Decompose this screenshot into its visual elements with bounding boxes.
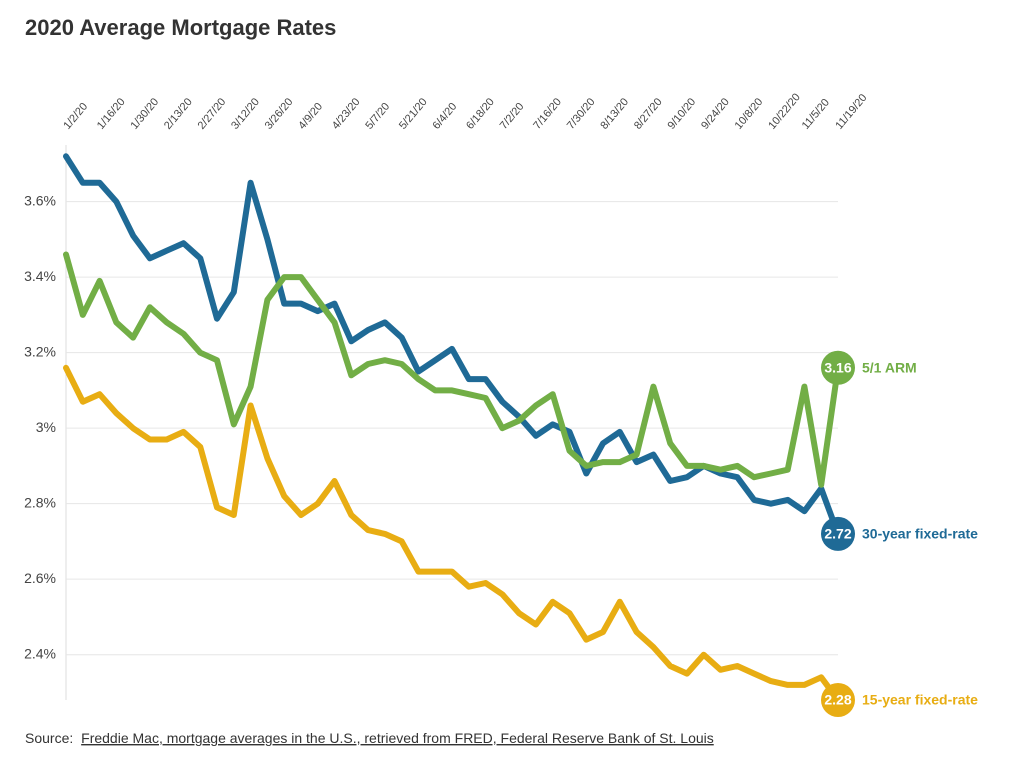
x-tick-label: 7/2/20 xyxy=(498,101,527,132)
end-value-label: 2.72 xyxy=(824,526,851,542)
series-line xyxy=(63,153,841,537)
x-tick-label: 6/18/20 xyxy=(464,96,497,132)
x-tick-label: 3/12/20 xyxy=(229,96,262,132)
x-tick-label: 9/10/20 xyxy=(666,96,699,132)
source-link[interactable]: Freddie Mac, mortgage averages in the U.… xyxy=(81,730,714,746)
end-marker xyxy=(821,350,855,385)
source: Source: Freddie Mac, mortgage averages i… xyxy=(25,730,714,746)
x-tick-label: 4/9/20 xyxy=(296,101,325,132)
x-tick-label: 8/13/20 xyxy=(598,96,631,132)
x-tick-label: 1/30/20 xyxy=(128,96,161,132)
x-tick-label: 6/4/20 xyxy=(431,101,460,132)
x-tick-label: 5/7/20 xyxy=(363,101,392,132)
x-tick-label: 2/13/20 xyxy=(162,96,195,132)
chart-title: 2020 Average Mortgage Rates xyxy=(25,15,336,40)
end-marker xyxy=(821,516,855,551)
x-tick-label: 11/19/20 xyxy=(833,92,869,132)
y-tick-label: 3.6% xyxy=(24,192,56,208)
x-tick-label: 7/30/20 xyxy=(565,96,598,132)
x-tick-label: 2/27/20 xyxy=(196,96,229,132)
end-value-label: 2.28 xyxy=(824,692,851,708)
series-label: 15-year fixed-rate xyxy=(862,692,978,708)
x-tick-label: 11/5/20 xyxy=(800,97,832,132)
y-tick-label: 2.8% xyxy=(24,494,56,510)
x-tick-label: 7/16/20 xyxy=(531,96,564,132)
end-value-label: 3.16 xyxy=(824,359,851,375)
x-tick-label: 9/24/20 xyxy=(699,96,732,132)
end-marker xyxy=(821,683,855,717)
series-line xyxy=(63,251,841,488)
x-tick-label: 10/22/20 xyxy=(766,91,803,132)
y-tick-label: 3.2% xyxy=(24,343,56,359)
source-prefix: Source: xyxy=(25,730,73,746)
x-tick-label: 1/16/20 xyxy=(95,96,128,132)
x-tick-label: 1/2/20 xyxy=(61,101,90,132)
x-tick-label: 10/8/20 xyxy=(733,96,766,132)
x-tick-label: 5/21/20 xyxy=(397,96,430,132)
y-tick-label: 2.4% xyxy=(24,645,56,661)
x-tick-label: 8/27/20 xyxy=(632,96,665,132)
x-tick-label: 3/26/20 xyxy=(263,96,296,132)
x-tick-label: 4/23/20 xyxy=(330,96,363,132)
series-label: 30-year fixed-rate xyxy=(862,526,978,542)
y-tick-label: 3% xyxy=(36,419,56,435)
y-tick-label: 2.6% xyxy=(24,570,56,586)
series-label: 5/1 ARM xyxy=(862,359,917,375)
series-line xyxy=(63,364,841,703)
y-tick-label: 3.4% xyxy=(24,268,56,284)
